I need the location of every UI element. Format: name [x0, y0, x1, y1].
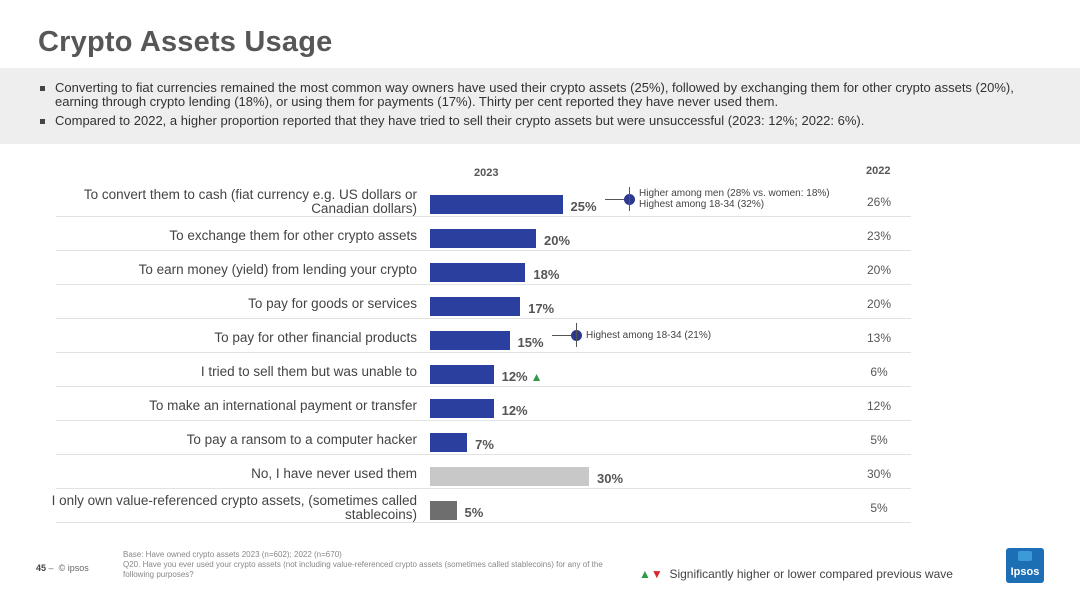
row-separator — [56, 386, 911, 387]
footer-separator: – — [48, 563, 54, 573]
value-label-text: 30% — [597, 471, 624, 486]
value-label-2023: 20% — [544, 233, 570, 248]
value-label-2023: 12% — [502, 403, 528, 418]
page-title: Crypto Assets Usage — [38, 26, 333, 58]
row-separator — [56, 284, 911, 285]
value-label-2023: 30% — [597, 471, 623, 486]
value-label-2022: 20% — [866, 297, 892, 311]
bar-2023 — [430, 263, 526, 282]
significance-legend: ▲▼ Significantly higher or lower compare… — [639, 567, 953, 581]
category-label: To earn money (yield) from lending your … — [138, 262, 417, 277]
value-label-text: 5% — [464, 505, 484, 520]
summary-text: Compared to 2022, a higher proportion re… — [55, 113, 865, 128]
bar-2023 — [430, 399, 494, 418]
bar-2023 — [430, 331, 510, 350]
bar-2023 — [430, 365, 494, 384]
summary-bullet: Converting to fiat currencies remained t… — [40, 81, 1040, 109]
value-label-2022: 23% — [866, 229, 892, 243]
value-label-text: 25% — [570, 199, 597, 214]
row-separator — [56, 250, 911, 251]
value-label-2023: 15% — [518, 335, 544, 350]
value-label-2023: 5% — [465, 505, 484, 520]
category-label: To convert them to cash (fiat currency e… — [83, 187, 417, 216]
row-separator — [56, 522, 911, 523]
up-triangle-icon: ▲ — [639, 567, 651, 581]
value-label-2022: 26% — [866, 195, 892, 209]
row-separator — [56, 488, 911, 489]
bar-2023 — [430, 433, 468, 452]
value-label-text: 7% — [475, 437, 494, 452]
page-number-value: 45 — [36, 563, 47, 573]
row-separator — [56, 216, 911, 217]
category-label: To pay for goods or services — [248, 296, 417, 311]
row-separator — [56, 352, 911, 353]
question-note: Q20. Have you ever used your crypto asse… — [123, 560, 603, 579]
value-label-2022: 30% — [866, 467, 892, 481]
callout-bracket — [576, 323, 577, 347]
summary-panel: Converting to fiat currencies remained t… — [0, 68, 1080, 144]
bar-2023 — [430, 229, 536, 248]
summary-bullet: Compared to 2022, a higher proportion re… — [40, 114, 1040, 128]
bar-2023 — [430, 501, 457, 520]
bullet-square-icon — [40, 86, 45, 91]
callout-line-text: Highest among 18-34 (32%) — [639, 199, 765, 210]
category-label: To pay for other financial products — [214, 330, 417, 345]
significant-higher-icon: ▲ — [530, 370, 543, 384]
bar-2023 — [430, 297, 521, 316]
value-label-2022: 13% — [866, 331, 892, 345]
row-separator — [56, 420, 911, 421]
value-label-text: 15% — [517, 335, 544, 350]
callout-line — [604, 199, 624, 200]
value-label-text: 18% — [533, 267, 560, 282]
callout-text: Higher among men (28% vs. women: 18%) Hig… — [639, 188, 830, 210]
value-label-2022: 12% — [866, 399, 892, 413]
column-header-2023: 2023 — [474, 167, 499, 179]
logo-text: Ipsos — [1010, 566, 1040, 578]
ipsos-logo: Ipsos — [1006, 548, 1044, 583]
category-label: To exchange them for other crypto assets — [169, 228, 417, 243]
significance-legend-text: Significantly higher or lower compared p… — [669, 567, 953, 581]
value-label-2023: 12% ▲ — [502, 369, 543, 384]
value-label-2022: 5% — [870, 501, 888, 515]
value-label-text: 12% — [501, 369, 528, 384]
base-note: Base: Have owned crypto assets 2023 (n=6… — [123, 550, 342, 559]
down-triangle-icon: ▼ — [650, 567, 663, 581]
value-label-text: 17% — [528, 301, 555, 316]
value-label-2023: 17% — [528, 301, 554, 316]
summary-text: Converting to fiat currencies remained t… — [55, 80, 1014, 109]
category-label: To pay a ransom to a computer hacker — [186, 432, 417, 447]
value-label-text: 12% — [501, 403, 528, 418]
bullet-square-icon — [40, 119, 45, 124]
callout-line-text: Higher among men (28% vs. women: 18%) — [639, 188, 830, 199]
copyright-text: © ipsos — [58, 563, 89, 573]
footnote: Base: Have owned crypto assets 2023 (n=6… — [123, 550, 613, 580]
bar-2023 — [430, 195, 563, 214]
row-separator — [56, 318, 911, 319]
callout-line — [551, 335, 571, 336]
row-separator — [56, 454, 911, 455]
page-number: 45 – © ipsos — [36, 563, 89, 573]
column-header-2022: 2022 — [866, 165, 891, 177]
value-label-2023: 25% — [571, 199, 597, 214]
category-label: No, I have never used them — [251, 466, 417, 481]
category-label: I only own value-referenced crypto asset… — [51, 493, 417, 522]
callout-bracket — [629, 187, 630, 211]
category-label: I tried to sell them but was unable to — [200, 364, 417, 379]
logo-tab-shape — [1018, 551, 1032, 561]
callout-text: Highest among 18-34 (21%) — [586, 330, 711, 341]
callout-line-text: Highest among 18-34 (21%) — [586, 330, 712, 341]
value-label-text: 20% — [544, 233, 571, 248]
value-label-2022: 6% — [870, 365, 888, 379]
value-label-2022: 20% — [866, 263, 892, 277]
value-label-2022: 5% — [870, 433, 888, 447]
bar-2023 — [430, 467, 589, 486]
category-label: To make an international payment or tran… — [149, 398, 417, 413]
value-label-2023: 18% — [533, 267, 559, 282]
value-label-2023: 7% — [475, 437, 494, 452]
